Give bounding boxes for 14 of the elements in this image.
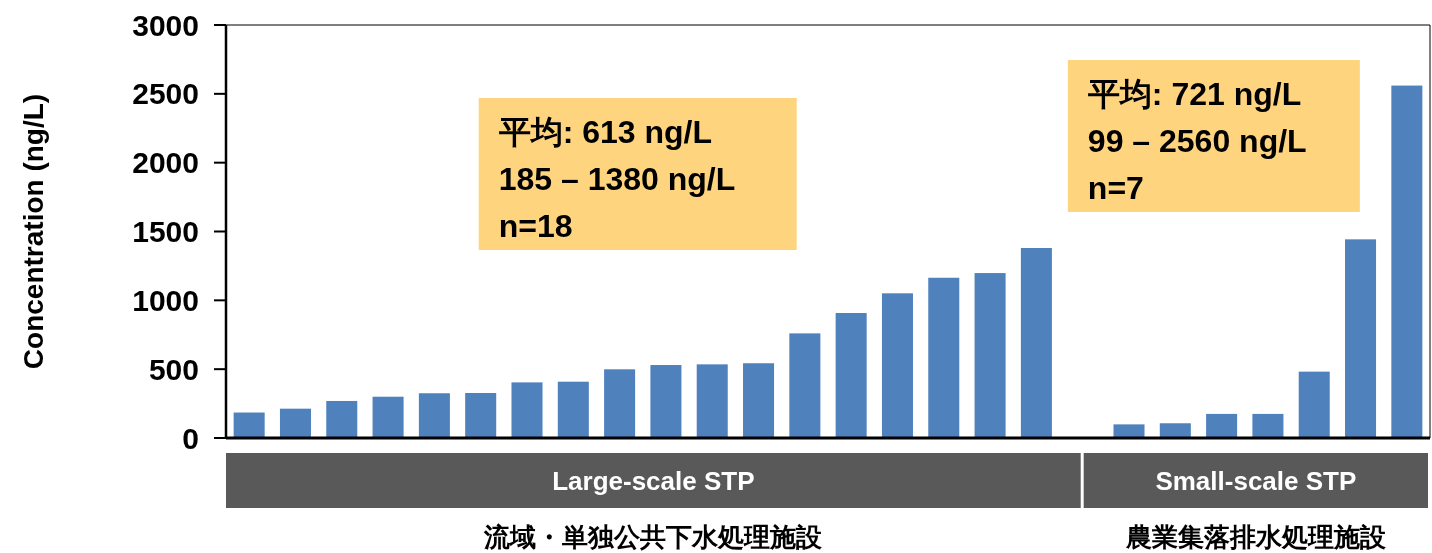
y-tick-label: 1000 <box>132 283 199 317</box>
y-tick-label: 2000 <box>132 146 199 180</box>
y-tick-label: 0 <box>182 421 199 455</box>
y-tick-label: 1500 <box>132 215 199 248</box>
text: Large-scale STP <box>552 466 755 496</box>
text: Small-scale STP <box>1155 466 1357 496</box>
annotation: 平均: 613 ng/L 185 – 1380 ng/L n=18 <box>497 114 736 244</box>
y-axis-title: Concentration (ng/L) <box>17 93 49 370</box>
y-tick-label: 3000 <box>132 8 199 42</box>
text: 農業集落排水処理施設 <box>1124 522 1387 552</box>
y-tick-label: 500 <box>148 352 199 386</box>
annotation: 平均: 721 ng/L 99 – 2560 ng/L n=7 <box>1086 76 1307 206</box>
text: 流域・単独公共下水処理施設 <box>483 522 824 552</box>
y-tick-label: 2500 <box>132 77 199 111</box>
